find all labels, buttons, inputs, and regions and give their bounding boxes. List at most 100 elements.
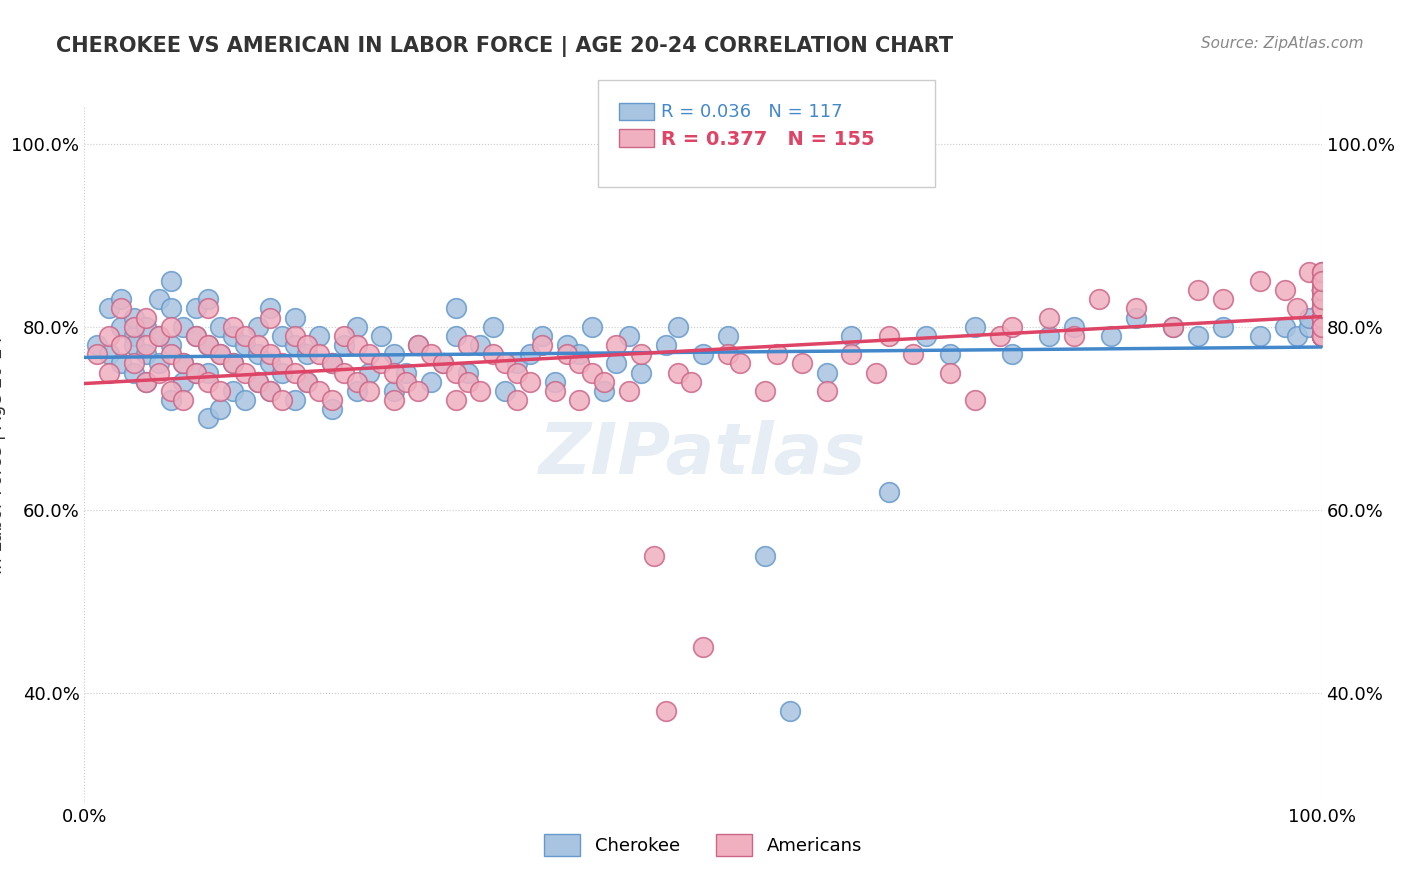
Point (259, 356, 281, 370)
Point (1249, 274, 1271, 288)
Point (333, 338, 356, 352)
Point (1310, 319, 1333, 334)
Point (581, 366, 603, 380)
Point (197, 411, 219, 425)
Point (271, 356, 294, 370)
Point (148, 329, 170, 343)
Point (321, 402, 343, 417)
Point (865, 366, 887, 380)
Point (321, 392, 343, 407)
Point (346, 384, 368, 398)
Point (593, 375, 616, 389)
Point (1310, 301, 1333, 316)
Point (271, 329, 294, 343)
Text: CHEROKEE VS AMERICAN IN LABOR FORCE | AGE 20-24 CORRELATION CHART: CHEROKEE VS AMERICAN IN LABOR FORCE | AG… (56, 36, 953, 57)
Point (122, 338, 145, 352)
Point (655, 338, 678, 352)
Point (382, 392, 405, 407)
Point (246, 347, 269, 361)
Point (841, 329, 863, 343)
Point (408, 384, 430, 398)
Point (110, 293, 132, 307)
Point (1310, 301, 1333, 316)
Point (321, 356, 343, 370)
Point (1310, 310, 1333, 325)
Point (457, 375, 479, 389)
Point (160, 347, 183, 361)
Point (284, 338, 307, 352)
Point (1310, 319, 1333, 334)
Point (419, 347, 441, 361)
Point (506, 366, 529, 380)
Point (209, 319, 232, 334)
Point (494, 384, 516, 398)
Point (965, 319, 987, 334)
Point (1310, 329, 1333, 343)
Point (160, 274, 183, 288)
Point (543, 384, 565, 398)
Point (135, 310, 157, 325)
Point (1298, 310, 1320, 325)
Point (357, 384, 380, 398)
Point (679, 375, 702, 389)
Point (98, 366, 121, 380)
Point (160, 384, 183, 398)
Point (1285, 301, 1308, 316)
Point (531, 329, 554, 343)
Point (135, 338, 157, 352)
Point (1310, 301, 1333, 316)
Point (259, 310, 281, 325)
Point (295, 347, 318, 361)
Point (284, 392, 307, 407)
Point (197, 375, 219, 389)
Point (1310, 274, 1333, 288)
Point (506, 392, 529, 407)
Point (295, 338, 318, 352)
Point (197, 366, 219, 380)
Point (209, 347, 232, 361)
Point (1310, 310, 1333, 325)
Point (1310, 293, 1333, 307)
Point (271, 366, 294, 380)
Text: R = 0.377   N = 155: R = 0.377 N = 155 (661, 129, 875, 149)
Point (346, 319, 368, 334)
Point (98, 329, 121, 343)
Point (531, 338, 554, 352)
Point (346, 338, 368, 352)
Legend: Cherokee, Americans: Cherokee, Americans (537, 827, 869, 863)
Point (1088, 293, 1111, 307)
Point (357, 347, 380, 361)
Point (1310, 319, 1333, 334)
Point (988, 329, 1011, 343)
Point (1310, 265, 1333, 279)
Point (555, 338, 578, 352)
Point (246, 375, 269, 389)
Point (581, 319, 603, 334)
Point (877, 484, 900, 499)
Point (197, 301, 219, 316)
Point (98, 301, 121, 316)
Point (1310, 274, 1333, 288)
Point (86, 338, 108, 352)
Point (1310, 293, 1333, 307)
Point (184, 366, 207, 380)
Text: R = 0.036   N = 117: R = 0.036 N = 117 (661, 103, 842, 121)
Point (1310, 319, 1333, 334)
Point (1310, 274, 1333, 288)
Point (122, 319, 145, 334)
Point (408, 338, 430, 352)
Point (1187, 283, 1209, 297)
Point (1063, 329, 1085, 343)
Point (1063, 319, 1085, 334)
Point (1310, 310, 1333, 325)
Point (432, 356, 454, 370)
Point (1125, 310, 1147, 325)
Point (246, 338, 269, 352)
Point (148, 356, 170, 370)
Point (1310, 319, 1333, 334)
Point (1310, 310, 1333, 325)
Point (506, 356, 529, 370)
Point (197, 338, 219, 352)
Point (1310, 319, 1333, 334)
Point (110, 301, 132, 316)
